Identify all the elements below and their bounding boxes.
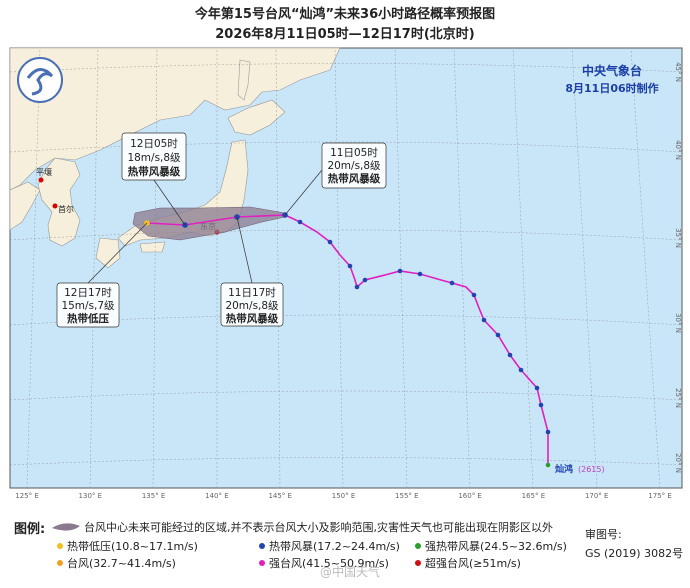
map: 125° E 130° E 135° E 140° E 145° E 150° E 155°… xyxy=(9,47,683,500)
logo xyxy=(17,57,63,103)
longitude-label: 170° E xyxy=(585,492,609,500)
longitude-label: 155° E xyxy=(395,492,419,500)
callout-time: 12日05时 xyxy=(130,138,178,150)
callout-time: 11日17时 xyxy=(228,287,276,299)
callout-grade: 热带风暴级 xyxy=(328,172,381,185)
callout-time: 12日17时 xyxy=(64,287,112,299)
latitude-label: 25° N xyxy=(674,388,682,408)
legend-marker xyxy=(57,543,63,549)
legend-item: 超强台风(≥51m/s) xyxy=(425,556,521,570)
legend-title: 图例: xyxy=(14,521,45,537)
legend-item: 台风(32.7~41.4m/s) xyxy=(67,556,176,570)
forecast-track xyxy=(146,214,286,226)
callout-wind: 20m/s,8级 xyxy=(225,300,279,312)
longitude-label: 150° E xyxy=(332,492,356,500)
issue-time: 8月11日06时制作 xyxy=(565,81,658,95)
subtitle: 2026年8月11日05时—12日17时(北京时) xyxy=(215,26,474,42)
city-dot xyxy=(38,177,44,183)
callout-grade: 热带低压 xyxy=(67,312,109,325)
callout: 11日17时 20m/s,8级 热带风暴级 xyxy=(220,216,284,327)
longitude-labels: 125° E 130° E 135° E 140° E 145° E 150° E 155°… xyxy=(15,492,672,500)
typhoon-code: (2615) xyxy=(578,465,605,474)
hokkaido xyxy=(227,99,286,136)
latitude-label: 45° N xyxy=(674,62,682,82)
longitude-label: 145° E xyxy=(268,492,292,500)
legend-marker xyxy=(259,543,265,549)
china-coast xyxy=(9,181,41,231)
callout: 11日05时 20m/s,8级 热带风暴级 xyxy=(284,142,387,216)
latitude-label: 40° N xyxy=(674,140,682,160)
korea xyxy=(37,157,81,247)
callout-wind: 20m/s,8级 xyxy=(327,160,381,172)
track-start xyxy=(545,462,551,468)
shikoku xyxy=(139,241,166,253)
longitude-label: 175° E xyxy=(648,492,672,500)
city-label: 首尔 xyxy=(58,204,74,214)
mainland-north xyxy=(9,47,341,191)
longitude-label: 160° E xyxy=(458,492,482,500)
legend-item: 强热带风暴(24.5~32.6m/s) xyxy=(425,540,567,553)
legend-cone xyxy=(52,523,80,531)
title: 今年第15号台风“灿鸿”未来36小时路径概率预报图 xyxy=(194,6,495,22)
callout-grade: 热带风暴级 xyxy=(226,312,279,325)
longitude-label: 165° E xyxy=(522,492,546,500)
latitude-label: 20° N xyxy=(674,453,682,473)
longitude-label: 125° E xyxy=(15,492,39,500)
longitude-label: 130° E xyxy=(79,492,103,500)
longitude-label: 140° E xyxy=(205,492,229,500)
callout: 12日17时 15m/s,7级 热带低压 xyxy=(56,222,148,328)
legend-note: 台风中心未来可能经过的区域,并不表示台风大小及影响范围,灾害性天气也可能出现在阴… xyxy=(84,520,553,534)
sakhalin xyxy=(237,59,251,101)
latitude-label: 30° N xyxy=(674,313,682,333)
callout-time: 11日05时 xyxy=(330,147,378,159)
legend-item: 热带风暴(17.2~24.4m/s) xyxy=(269,540,400,553)
callout-wind: 18m/s,8级 xyxy=(127,152,181,164)
kyushu xyxy=(95,237,121,269)
agency-name: 中央气象台 xyxy=(582,63,642,78)
approval-label: 审图号: xyxy=(585,527,622,541)
legend-item: 热带低压(10.8~17.1m/s) xyxy=(67,540,198,553)
legend: 图例: 台风中心未来可能经过的区域,并不表示台风大小及影响范围,灾害性天气也可能… xyxy=(14,520,683,579)
legend-marker xyxy=(57,560,63,566)
latitude-label: 35° N xyxy=(674,228,682,248)
typhoon-name: 灿鸿 xyxy=(555,463,573,475)
latitude-labels: 45° N 40° N 35° N 30° N 25° N 20° N xyxy=(674,62,682,473)
city-dot xyxy=(52,203,58,209)
track-points xyxy=(297,219,551,435)
callout: 12日05时 18m/s,8级 热带风暴级 xyxy=(121,132,187,226)
graticule xyxy=(9,47,683,489)
legend-marker xyxy=(415,560,421,566)
callout-grade: 热带风暴级 xyxy=(128,165,181,178)
legend-marker xyxy=(259,560,265,566)
longitude-label: 135° E xyxy=(142,492,166,500)
callout-wind: 15m/s,7级 xyxy=(61,300,115,312)
legend-item: 强台风(41.5~50.9m/s) xyxy=(269,556,389,570)
watermark: @中国天气 xyxy=(320,564,380,579)
legend-marker xyxy=(415,543,421,549)
city-label: 平壤 xyxy=(36,167,52,177)
logo-mark xyxy=(26,68,54,96)
approval-number: GS (2019) 3082号 xyxy=(585,547,683,560)
